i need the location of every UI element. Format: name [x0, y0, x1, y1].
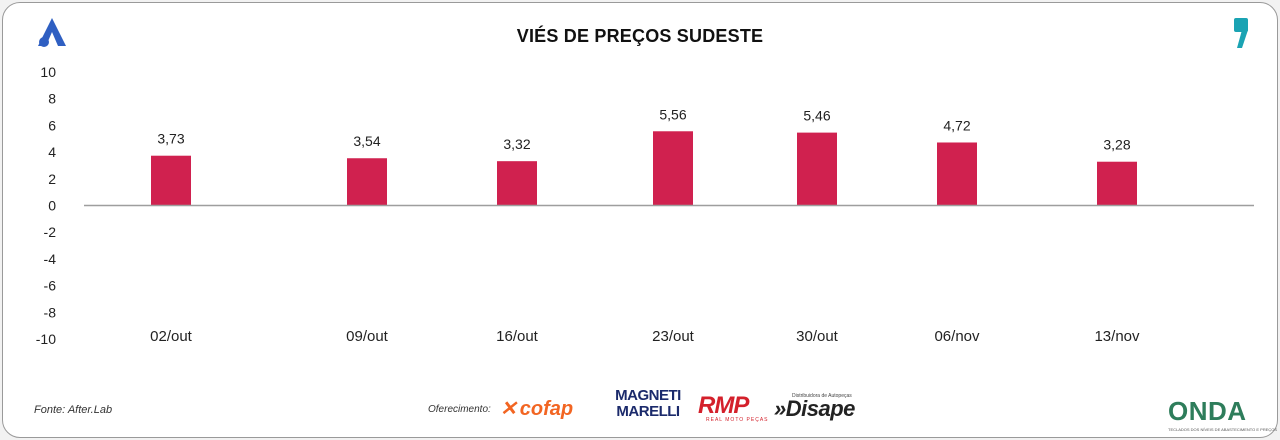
- disape-logo-subtitle: Distribuidora de Autopeças: [792, 393, 852, 399]
- y-tick-label: 2: [48, 171, 56, 187]
- offered-by-label: Oferecimento:: [428, 404, 491, 415]
- x-tick-label: 30/out: [796, 328, 839, 345]
- x-tick-label: 02/out: [150, 328, 193, 345]
- y-tick-label: 8: [48, 91, 56, 107]
- data-label: 3,32: [503, 136, 530, 152]
- blue-a-logo-icon: [38, 18, 66, 47]
- y-tick-label: 0: [48, 198, 56, 214]
- data-label: 3,73: [157, 131, 184, 147]
- bar: [937, 142, 977, 206]
- magneti-logo-line2: MARELLI: [616, 403, 680, 420]
- x-tick-label: 23/out: [652, 328, 695, 345]
- x-tick-label: 09/out: [346, 328, 389, 345]
- rmp-logo-subtitle: REAL MOTO PEÇAS: [706, 417, 769, 423]
- data-label: 5,56: [659, 106, 686, 122]
- y-tick-label: -2: [44, 224, 57, 240]
- x-tick-label: 06/nov: [934, 328, 980, 345]
- data-label: 3,54: [353, 133, 380, 149]
- y-tick-label: -4: [44, 251, 57, 267]
- onda-logo-subtitle: TECLADOS DOS NÍVEIS DE ABASTECIMENTO E P…: [1168, 427, 1278, 432]
- magneti-marelli-logo: MAGNETI MARELLI: [614, 388, 682, 420]
- data-label: 4,72: [943, 117, 970, 133]
- bar: [1097, 161, 1137, 206]
- bar: [151, 155, 191, 206]
- bar: [497, 161, 537, 206]
- bar: [653, 131, 693, 206]
- bar: [797, 132, 837, 206]
- teal-comma-logo-icon: [1234, 18, 1248, 48]
- y-tick-label: 10: [40, 64, 56, 80]
- onda-logo: ONDA: [1168, 396, 1247, 426]
- x-tick-label: 13/nov: [1094, 328, 1140, 345]
- cofap-x-icon: ✕: [500, 398, 517, 420]
- cofap-logo-text: cofap: [519, 398, 574, 420]
- data-label: 5,46: [803, 108, 830, 124]
- data-label: 3,28: [1103, 137, 1130, 153]
- y-tick-label: -10: [36, 331, 56, 347]
- y-tick-label: 4: [48, 144, 56, 160]
- y-tick-label: -8: [44, 304, 57, 320]
- bar: [347, 158, 387, 206]
- source-note: Fonte: After.Lab: [34, 404, 113, 416]
- y-tick-label: 6: [48, 117, 56, 133]
- cofap-logo: ✕ cofap: [500, 396, 573, 421]
- rmp-logo: RMP: [698, 392, 749, 419]
- x-tick-label: 16/out: [496, 328, 539, 345]
- y-tick-label: -6: [44, 278, 57, 294]
- chart-title: VIÉS DE PREÇOS SUDESTE: [516, 26, 764, 46]
- disape-logo: »Disape: [774, 396, 855, 421]
- magneti-logo-line1: MAGNETI: [615, 387, 681, 404]
